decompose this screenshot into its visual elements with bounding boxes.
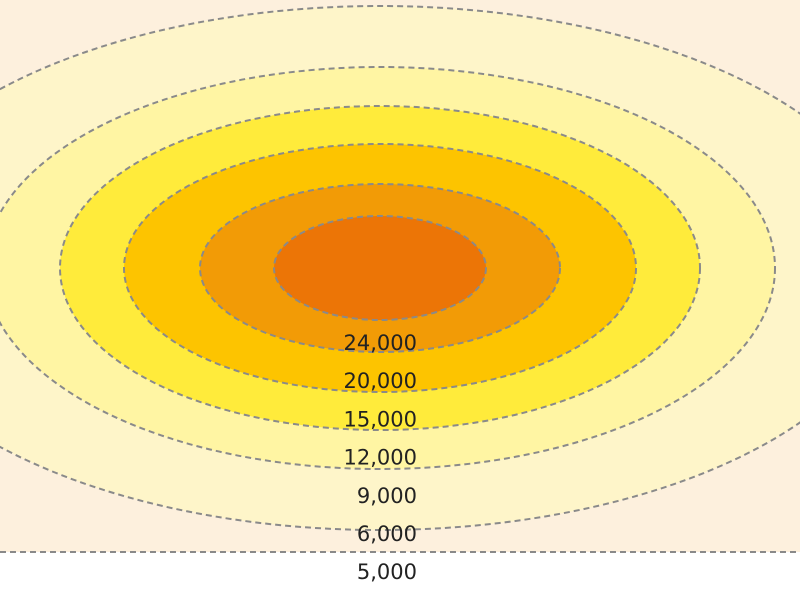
contour-label: 5,000	[357, 560, 417, 584]
contour-label: 24,000	[344, 331, 417, 355]
contour-label: 15,000	[344, 407, 417, 431]
contour-label: 20,000	[344, 369, 417, 393]
contour-label: 12,000	[344, 446, 417, 470]
contour-label: 6,000	[357, 522, 417, 546]
contour-label: 9,000	[357, 484, 417, 508]
contour-ring	[273, 215, 487, 321]
